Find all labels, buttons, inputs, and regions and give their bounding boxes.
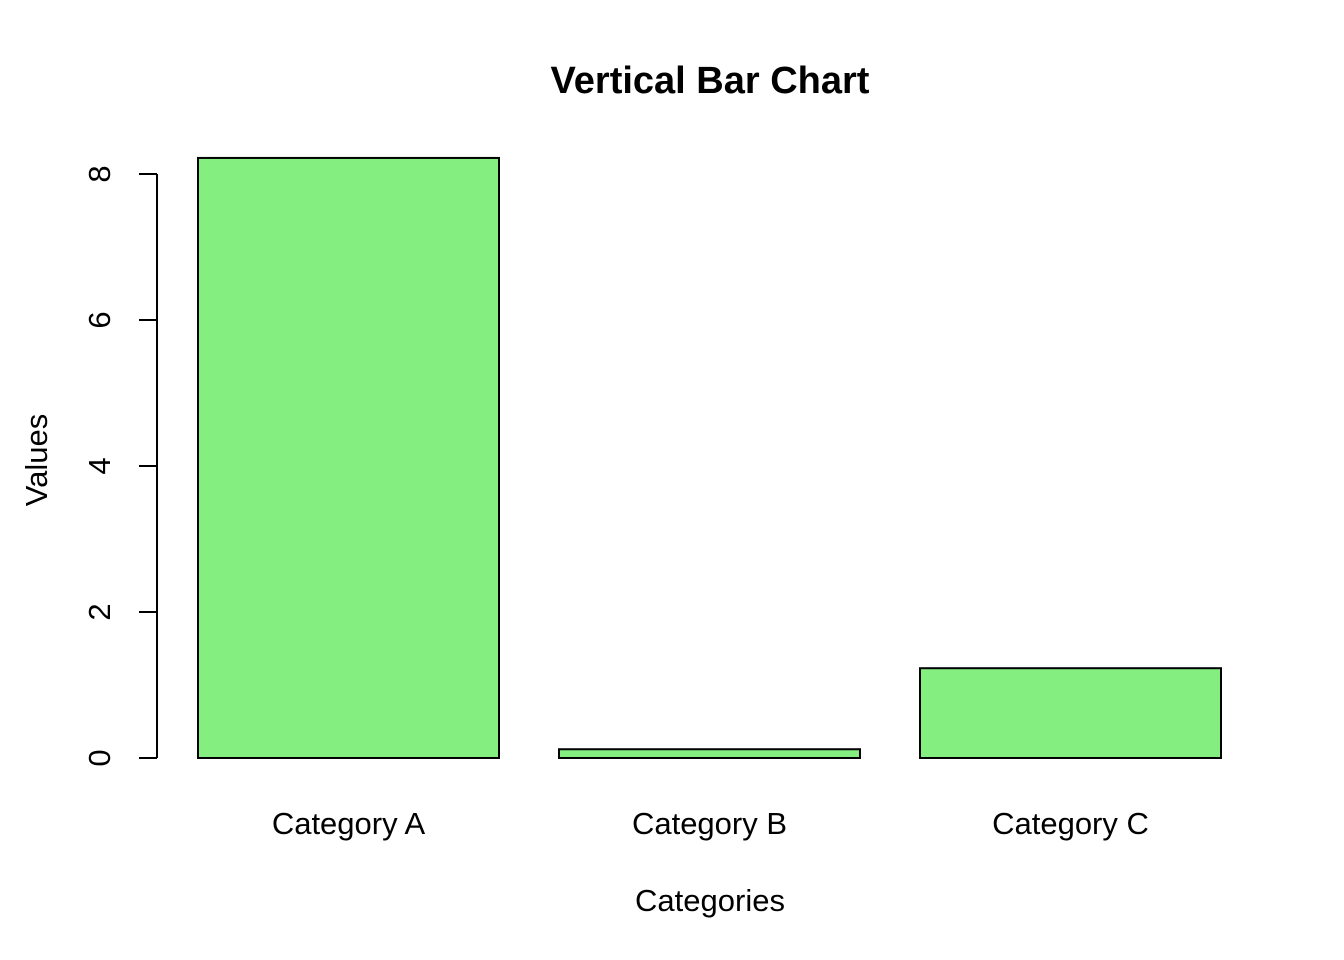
x-tick-label: Category A bbox=[272, 806, 426, 841]
bar-category-a bbox=[197, 156, 500, 759]
y-tick-label: 0 bbox=[82, 749, 117, 766]
x-axis-label: Categories bbox=[635, 883, 785, 918]
x-tick-label: Category B bbox=[632, 806, 787, 841]
y-tick-label: 6 bbox=[82, 311, 117, 328]
y-axis-label: Values bbox=[19, 414, 54, 507]
y-tick-label: 8 bbox=[82, 165, 117, 182]
x-tick-labels: Category A Category B Category C bbox=[272, 806, 1149, 841]
bar-category-b bbox=[558, 748, 861, 759]
chart-title: Vertical Bar Chart bbox=[551, 60, 870, 102]
bar-category-c bbox=[919, 667, 1222, 760]
y-tick-label: 4 bbox=[82, 457, 117, 474]
x-tick-label: Category C bbox=[992, 806, 1149, 841]
y-axis: 0 2 4 6 8 bbox=[82, 165, 158, 767]
bars-group bbox=[197, 156, 1222, 760]
y-tick-label: 2 bbox=[82, 603, 117, 620]
